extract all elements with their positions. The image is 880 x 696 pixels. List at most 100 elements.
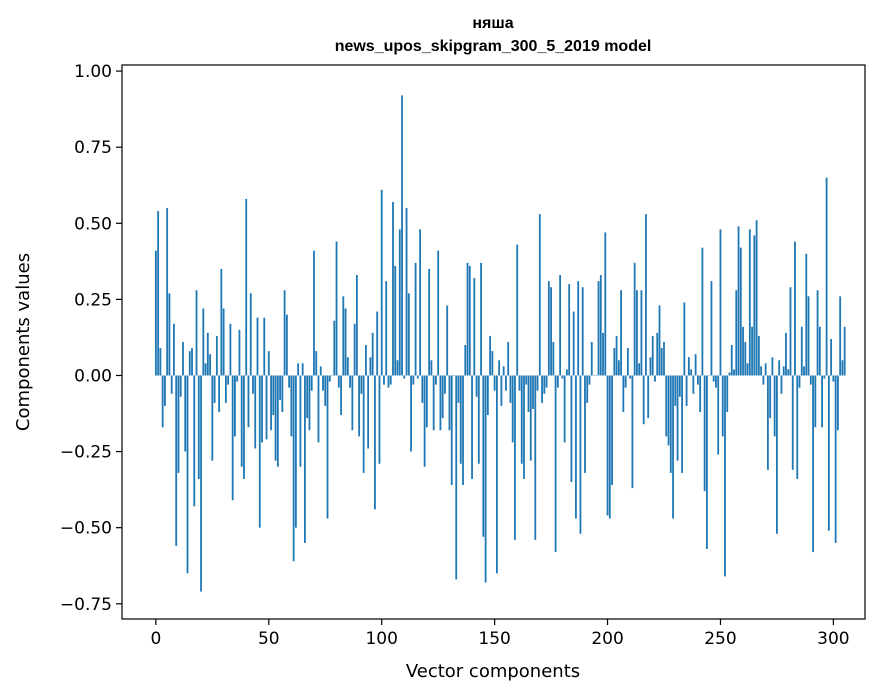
bar — [633, 262, 636, 376]
bar — [816, 290, 819, 376]
bar — [254, 375, 257, 449]
bar — [285, 314, 288, 376]
bar — [525, 375, 528, 385]
bar — [604, 232, 607, 376]
bar — [326, 375, 329, 519]
bar — [161, 375, 164, 428]
bar — [267, 351, 270, 376]
bar — [733, 369, 735, 376]
bar — [304, 375, 306, 543]
bar — [468, 265, 471, 376]
bar — [821, 375, 823, 428]
bar — [236, 375, 239, 382]
bar — [270, 375, 272, 431]
bar — [258, 375, 261, 528]
bar — [281, 375, 284, 413]
bar — [252, 375, 254, 394]
bar — [581, 287, 584, 376]
bar — [624, 375, 627, 388]
bar — [191, 348, 193, 376]
bar — [660, 348, 663, 376]
bar — [383, 375, 385, 385]
bar — [667, 375, 670, 446]
bar — [755, 220, 758, 376]
bar — [796, 375, 799, 479]
bar — [565, 369, 568, 376]
bar — [584, 375, 586, 473]
bar — [265, 375, 268, 440]
bar — [751, 326, 753, 376]
chart-subtitle: news_upos_skipgram_300_5_2019 model — [335, 38, 652, 55]
bar — [457, 375, 460, 403]
bar — [292, 375, 295, 562]
bar — [175, 375, 178, 546]
bar — [726, 375, 729, 413]
bar — [681, 375, 683, 473]
bar — [685, 375, 688, 406]
bar — [371, 332, 374, 376]
bar — [179, 375, 182, 397]
bar — [317, 375, 320, 443]
bar — [340, 375, 342, 416]
bar — [206, 332, 209, 376]
bar — [407, 293, 410, 376]
bar — [473, 278, 476, 376]
bar — [645, 214, 647, 376]
bar — [324, 375, 327, 406]
bar — [299, 375, 302, 467]
bar — [351, 375, 354, 431]
bar — [279, 375, 281, 400]
bar — [753, 235, 756, 376]
bar — [674, 375, 677, 406]
bar — [568, 284, 571, 376]
bar — [805, 253, 808, 376]
bar — [545, 375, 548, 388]
bar — [769, 375, 772, 419]
bar — [520, 375, 523, 464]
bar — [360, 375, 363, 394]
bar — [301, 363, 304, 376]
bar — [412, 375, 415, 385]
bar — [222, 308, 225, 376]
bars-group — [154, 95, 846, 592]
bar — [378, 375, 381, 464]
bar — [547, 281, 550, 376]
bar — [665, 375, 668, 437]
bar — [563, 375, 566, 443]
bar — [466, 262, 469, 376]
bar — [651, 335, 654, 376]
bar — [613, 348, 616, 376]
bar — [602, 332, 604, 376]
bar — [376, 311, 379, 376]
bar — [491, 351, 494, 376]
bar — [355, 275, 358, 376]
bar — [764, 363, 767, 376]
bar — [608, 375, 611, 519]
bar — [823, 375, 826, 379]
bar — [692, 375, 695, 394]
bar — [229, 323, 232, 376]
bar — [396, 360, 399, 376]
bar — [717, 375, 720, 455]
bar — [766, 375, 769, 470]
bar — [807, 296, 810, 376]
bar — [464, 345, 467, 376]
bar — [173, 323, 175, 376]
bar — [154, 250, 157, 376]
bar — [694, 354, 697, 376]
bar — [319, 366, 322, 376]
bar — [448, 375, 451, 431]
bar — [543, 375, 546, 394]
bar — [532, 375, 534, 409]
bar — [168, 293, 171, 376]
plot-frame — [121, 64, 866, 620]
bar — [818, 326, 821, 376]
bar — [489, 335, 492, 376]
bar — [516, 244, 519, 376]
bar — [380, 189, 383, 376]
y-axis-ticks: −0.75 −0.50 −0.25 0.00 0.25 0.50 0.75 1.00 — [60, 62, 122, 615]
bar — [313, 250, 315, 376]
bar — [256, 317, 259, 376]
bar — [760, 366, 763, 376]
y-tick-label: 1.00 — [74, 62, 112, 82]
